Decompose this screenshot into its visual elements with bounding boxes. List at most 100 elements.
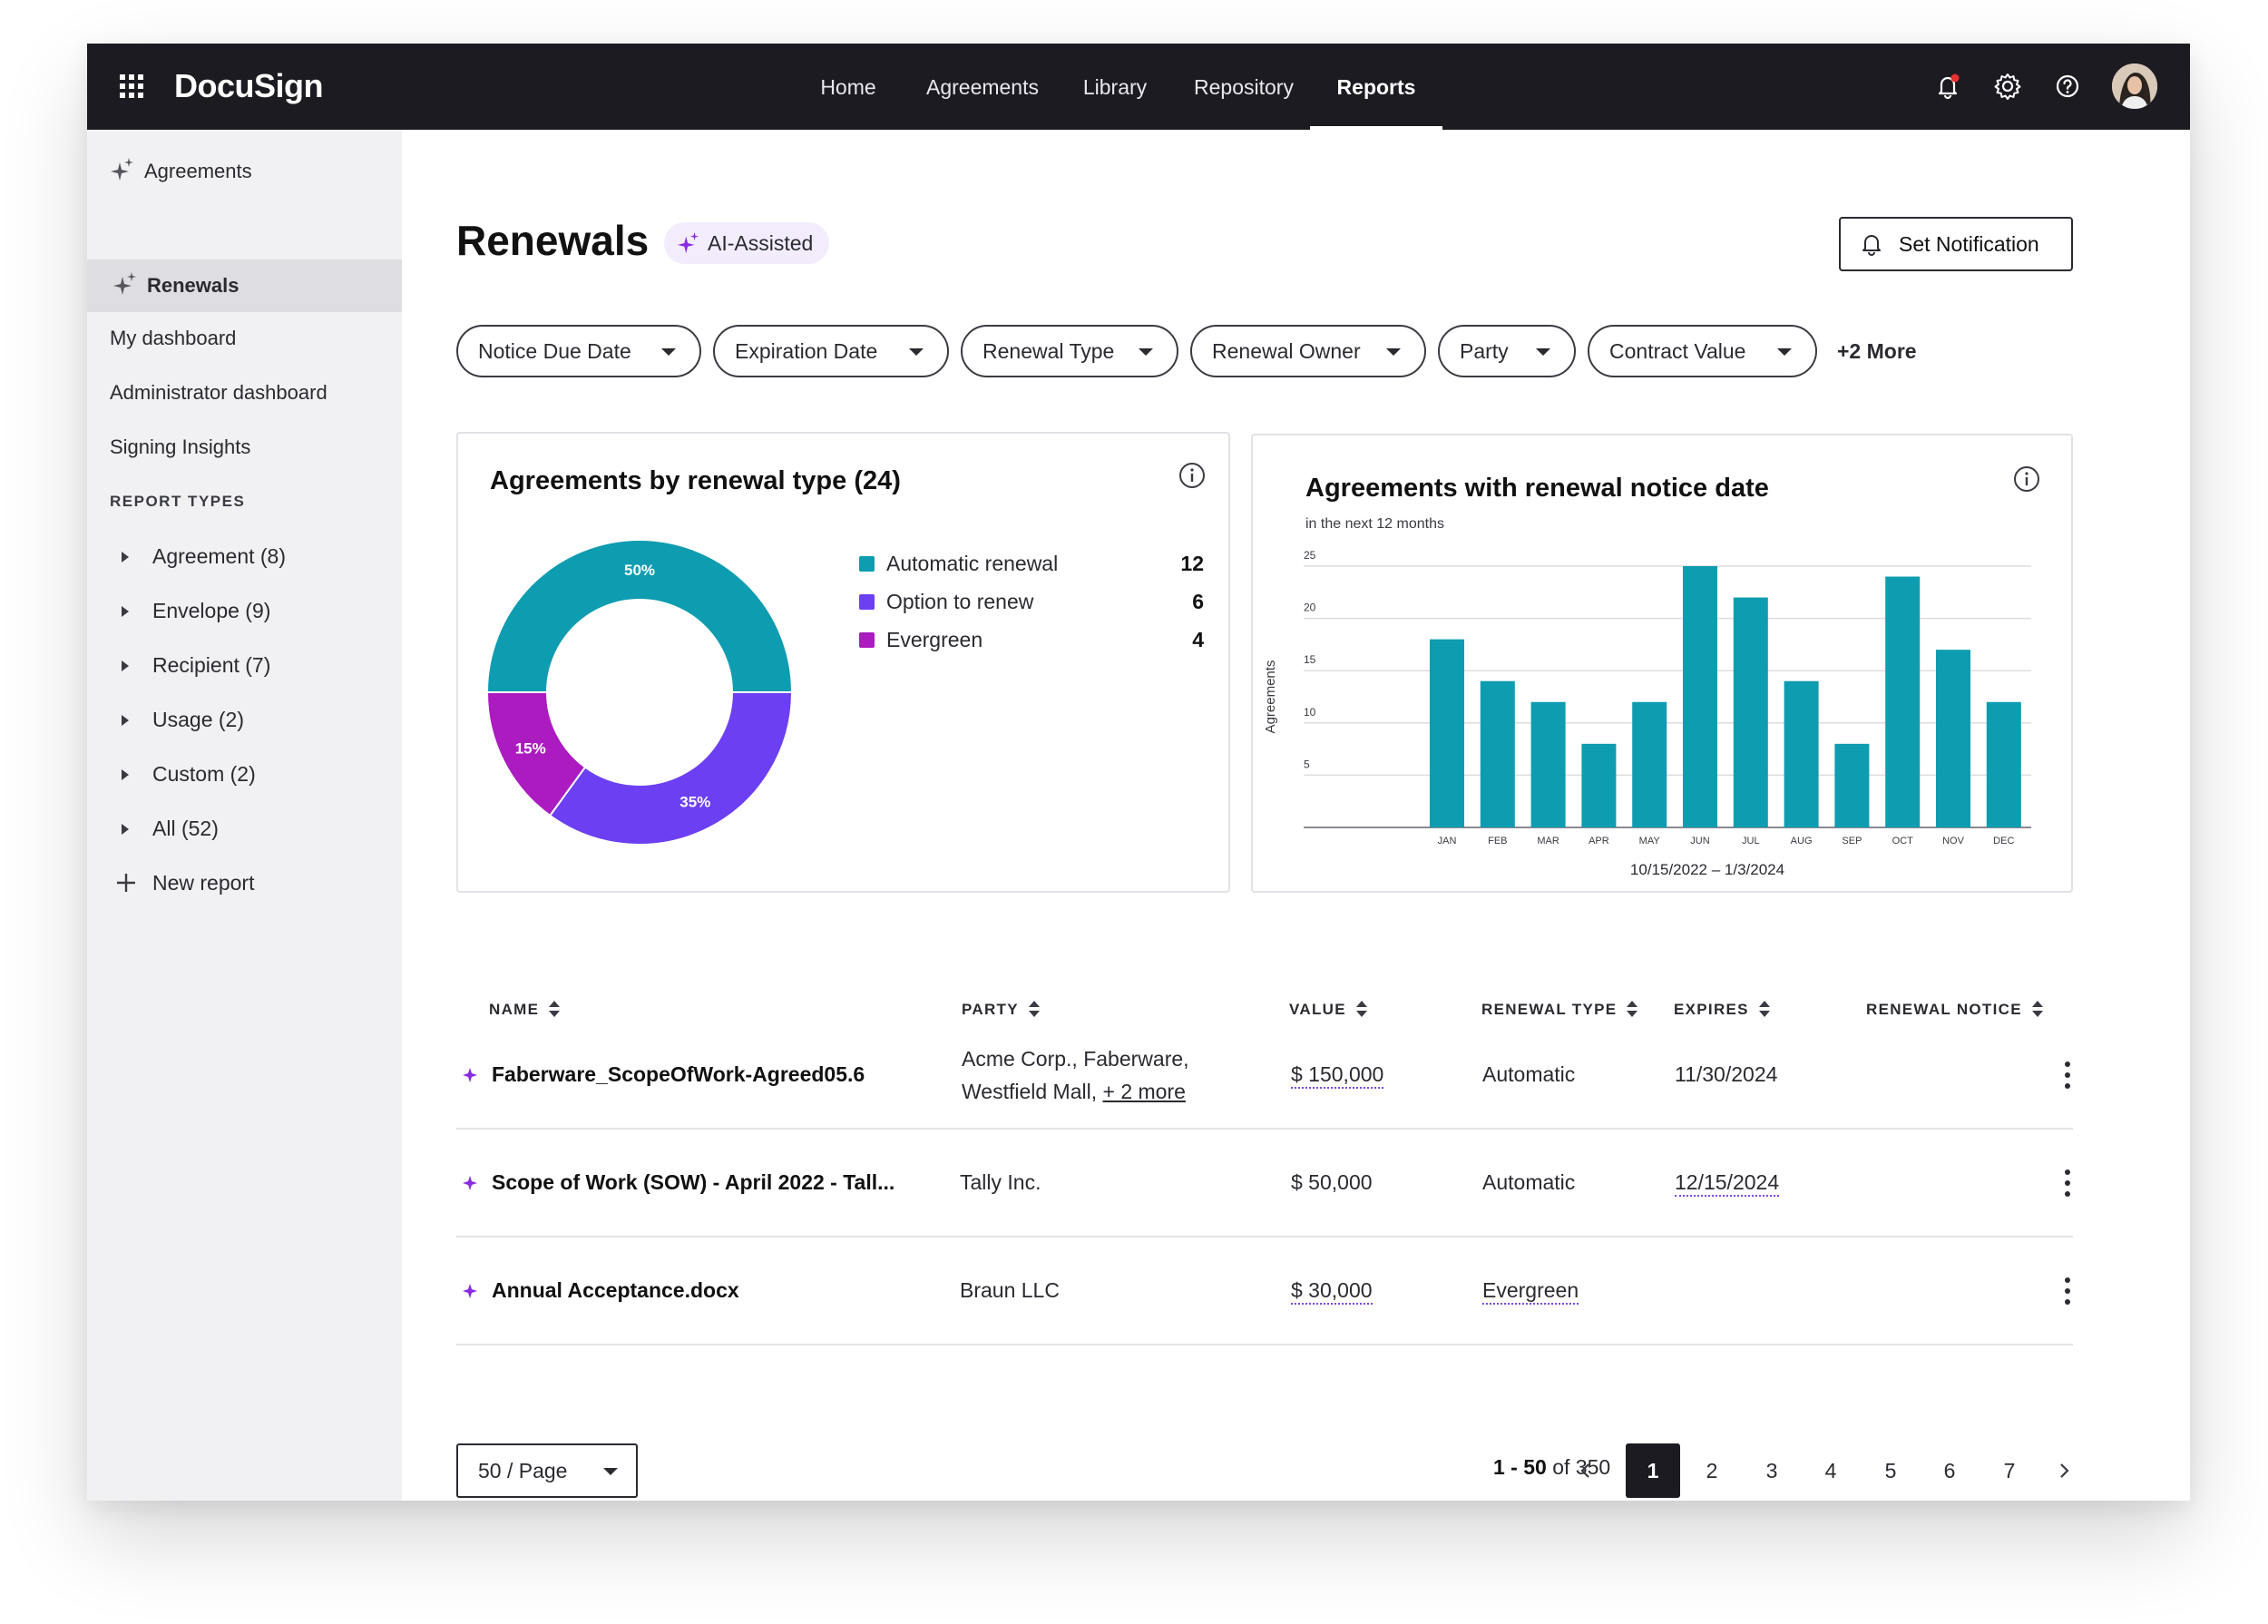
docusign-logo[interactable]: DocuSign	[174, 67, 324, 104]
sidebar-item-signing-insights[interactable]: Signing Insights	[110, 435, 251, 458]
table-row[interactable]: Faberware_ScopeOfWork-Agreed05.6 Acme Co…	[456, 1022, 2073, 1130]
bar-sep[interactable]	[1834, 743, 1870, 827]
sidebar-item-renewals[interactable]: Renewals	[87, 259, 402, 312]
column-header-renewal-type[interactable]: RENEWAL TYPE	[1481, 999, 1638, 1019]
filter-party[interactable]: Party	[1438, 325, 1576, 377]
column-header-renewal-notice[interactable]: RENEWAL NOTICE	[1866, 999, 2044, 1019]
nav-home[interactable]: Home	[820, 75, 876, 99]
page-2-button[interactable]: 2	[1706, 1459, 1718, 1482]
help-icon[interactable]	[2052, 71, 2083, 102]
value-text[interactable]: $ 150,000	[1291, 1062, 1384, 1089]
more-options-icon[interactable]	[2064, 1277, 2071, 1306]
report-type-custom[interactable]: Custom (2)	[87, 748, 402, 800]
sidebar-item-label: Agreements	[144, 160, 252, 182]
page-1-button[interactable]: 1	[1626, 1443, 1680, 1498]
column-header-value[interactable]: VALUE	[1289, 999, 1368, 1019]
legend-swatch	[859, 556, 875, 572]
bar-mar[interactable]	[1530, 701, 1566, 827]
x-tick-label: AUG	[1791, 836, 1813, 846]
chevron-down-icon	[661, 348, 676, 356]
avatar[interactable]	[2112, 64, 2157, 109]
renewal-type-text[interactable]: Evergreen	[1482, 1278, 1579, 1305]
value-text[interactable]: $ 30,000	[1291, 1278, 1373, 1305]
nav-agreements[interactable]: Agreements	[925, 75, 1039, 99]
donut-slice-2[interactable]	[485, 691, 587, 817]
x-tick-label: SEP	[1842, 836, 1862, 846]
bar-jan[interactable]	[1430, 639, 1464, 827]
filter-expiration-date[interactable]: Expiration Date	[713, 325, 949, 377]
info-icon[interactable]	[1178, 461, 1207, 490]
info-icon[interactable]	[2012, 465, 2041, 494]
table-row[interactable]: Scope of Work (SOW) - April 2022 - Tall.…	[456, 1130, 2073, 1238]
more-parties-link[interactable]: + 2 more	[1102, 1080, 1186, 1103]
y-axis-label: Agreements	[1263, 660, 1278, 734]
column-header-name[interactable]: NAME	[489, 999, 561, 1019]
filter-notice-due-date[interactable]: Notice Due Date	[456, 325, 701, 377]
sidebar-item-my-dashboard[interactable]: My dashboard	[110, 327, 237, 349]
expires-text[interactable]: 12/15/2024	[1675, 1170, 1780, 1197]
new-report-label: New report	[152, 871, 255, 895]
agreement-name[interactable]: Faberware_ScopeOfWork-Agreed05.6	[492, 1062, 865, 1086]
more-options-icon[interactable]	[2064, 1169, 2071, 1198]
filter-renewal-type[interactable]: Renewal Type	[961, 325, 1178, 377]
page-4-button[interactable]: 4	[1824, 1459, 1837, 1482]
report-type-label: Envelope (9)	[152, 599, 271, 622]
party-cell: Braun LLC	[960, 1278, 1060, 1302]
donut-slice-0[interactable]	[485, 539, 794, 693]
x-tick-label: OCT	[1892, 836, 1914, 846]
column-header-party[interactable]: PARTY	[962, 999, 1041, 1019]
filter-renewal-owner[interactable]: Renewal Owner	[1190, 325, 1426, 377]
donut-slice-1[interactable]	[548, 691, 794, 846]
report-type-agreement[interactable]: Agreement (8)	[87, 530, 402, 582]
new-report-button[interactable]: New report	[87, 856, 402, 909]
nav-repository[interactable]: Repository	[1194, 75, 1294, 99]
bar-apr[interactable]	[1581, 743, 1617, 827]
bar-may[interactable]	[1632, 701, 1667, 827]
page-6-button[interactable]: 6	[1943, 1459, 1956, 1482]
chevron-left-icon[interactable]	[1575, 1460, 1597, 1482]
agreement-name[interactable]: Scope of Work (SOW) - April 2022 - Tall.…	[492, 1170, 895, 1194]
filter-contract-value[interactable]: Contract Value	[1588, 325, 1817, 377]
set-notification-button[interactable]: Set Notification	[1839, 217, 2073, 271]
app-grid-icon[interactable]	[118, 73, 145, 100]
table-row[interactable]: Annual Acceptance.docx Braun LLC $ 30,00…	[456, 1238, 2073, 1345]
agreement-name[interactable]: Annual Acceptance.docx	[492, 1278, 739, 1302]
column-header-expires[interactable]: EXPIRES	[1674, 999, 1771, 1019]
chevron-down-icon	[1139, 348, 1153, 356]
page-5-button[interactable]: 5	[1884, 1459, 1897, 1482]
x-tick-label: MAR	[1537, 836, 1559, 846]
report-type-usage[interactable]: Usage (2)	[87, 693, 402, 746]
x-tick-label: MAY	[1639, 836, 1661, 846]
bar-jun[interactable]	[1683, 566, 1717, 827]
value-cell: $ 150,000	[1291, 1062, 1384, 1089]
top-bar: DocuSign Home Agreements Library Reposit…	[87, 44, 2190, 130]
bar-aug[interactable]	[1784, 680, 1819, 827]
nav-library[interactable]: Library	[1082, 75, 1148, 99]
report-type-recipient[interactable]: Recipient (7)	[87, 639, 402, 691]
report-type-label: Custom (2)	[152, 762, 256, 786]
bar-jul[interactable]	[1733, 597, 1768, 827]
report-types-heading: REPORT TYPES	[110, 493, 246, 510]
page-size-select[interactable]: 50 / Page	[456, 1443, 638, 1498]
sidebar-item-agreements[interactable]: Agreements	[87, 145, 402, 198]
report-type-all[interactable]: All (52)	[87, 802, 402, 855]
bar-nov[interactable]	[1936, 650, 1970, 827]
page-7-button[interactable]: 7	[2003, 1459, 2016, 1482]
bar-feb[interactable]	[1480, 680, 1515, 827]
gear-icon[interactable]	[1992, 71, 2023, 102]
bell-icon[interactable]	[1932, 71, 1963, 102]
bar-dec[interactable]	[1986, 701, 2021, 827]
page-3-button[interactable]: 3	[1765, 1459, 1778, 1482]
caret-right-icon	[122, 715, 129, 726]
more-filters-link[interactable]: +2 More	[1837, 339, 1917, 363]
donut-slice-label: 35%	[679, 793, 710, 810]
report-type-envelope[interactable]: Envelope (9)	[87, 584, 402, 637]
legend-swatch	[859, 594, 875, 610]
nav-reports[interactable]: Reports	[1310, 44, 1442, 130]
chevron-right-icon[interactable]	[2053, 1460, 2075, 1482]
more-options-icon[interactable]	[2064, 1061, 2071, 1090]
bar-oct[interactable]	[1885, 576, 1921, 827]
sidebar-item-admin-dashboard[interactable]: Administrator dashboard	[110, 381, 327, 404]
pagination-range: 1 - 50 of 350	[1493, 1455, 1610, 1480]
column-header-label: VALUE	[1289, 1001, 1346, 1018]
